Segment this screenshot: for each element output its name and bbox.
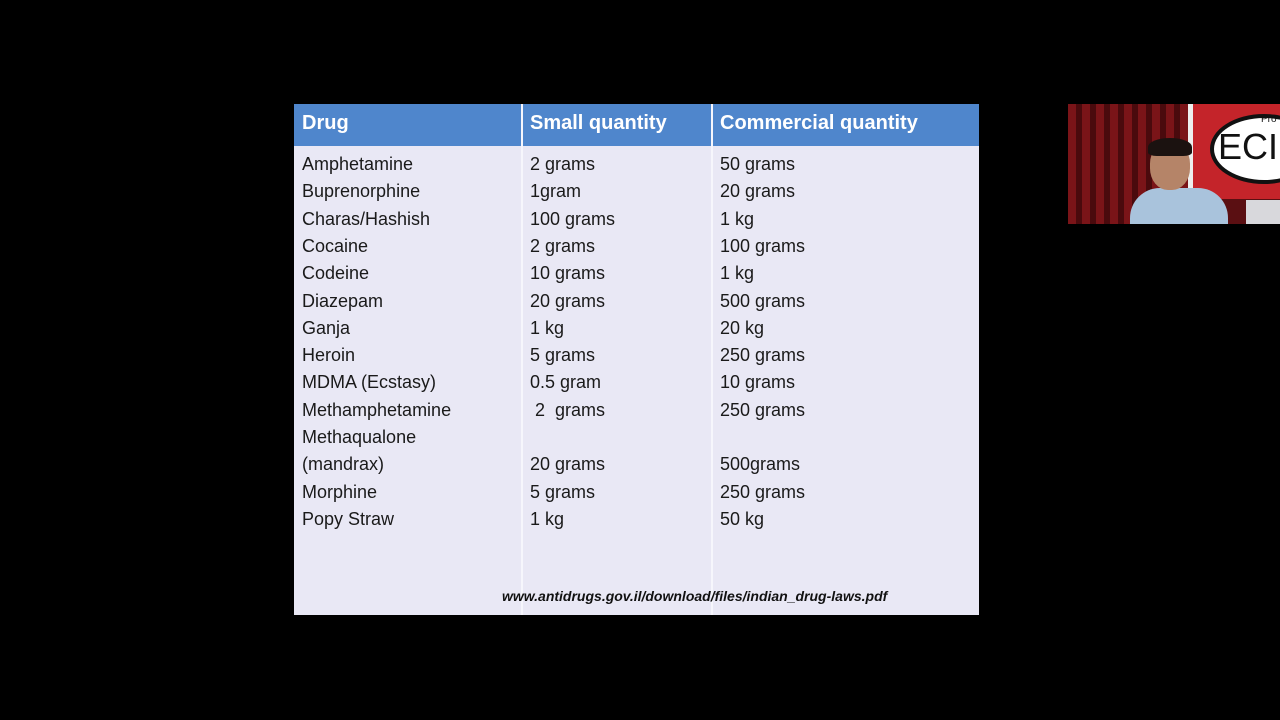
header-drug: Drug [302, 112, 349, 134]
drug-cell: (mandrax) [302, 454, 385, 475]
drug-cell: Codeine [302, 263, 370, 284]
small-quantity-cell: 2 grams [530, 235, 596, 256]
source-url: www.antidrugs.gov.il/download/files/indi… [502, 588, 888, 604]
table-row: Buprenorphine 1gram 20 grams [294, 181, 979, 208]
table-row: Codeine 10 grams 1 kg [294, 263, 979, 290]
small-quantity-cell: 100 grams [530, 208, 616, 229]
table-row: Popy Straw 1 kg 50 kg [294, 509, 979, 536]
logo-text: ECI [1218, 126, 1279, 167]
small-quantity-cell: 20 grams [530, 290, 606, 311]
presenter-body [1130, 188, 1228, 224]
drug-cell: Amphetamine [302, 154, 414, 174]
small-quantity-cell: 1gram [530, 181, 582, 202]
commercial-quantity-cell: 1 kg [720, 263, 755, 284]
commercial-quantity-cell: 500grams [720, 454, 801, 475]
drug-cell: Methaqualone [302, 427, 417, 447]
table-row: Methamphetamine 2 grams 250 grams [294, 400, 979, 427]
header-commercial-quantity: Commercial quantity [720, 112, 918, 134]
small-quantity-cell: 5 grams [530, 481, 596, 502]
column-divider [711, 104, 713, 615]
commercial-quantity-cell: 50 kg [720, 508, 765, 529]
small-quantity-cell: 5 grams [530, 345, 596, 366]
table-row: (mandrax) 20 grams 500grams [294, 454, 979, 481]
small-quantity-cell: 1 kg [530, 508, 565, 529]
presenter-hair [1148, 138, 1192, 156]
logo-small-text: Pro [1261, 114, 1277, 125]
drug-cell: Heroin [302, 345, 356, 366]
small-quantity-cell: 2 grams [530, 154, 596, 174]
laptop [1246, 200, 1280, 224]
table-row: MDMA (Ecstasy) 0.5 gram 10 grams [294, 372, 979, 399]
drug-cell: Charas/Hashish [302, 208, 431, 229]
table-row: Ganja 1 kg 20 kg [294, 318, 979, 345]
commercial-quantity-cell: 250 grams [720, 345, 806, 366]
small-quantity-cell: 1 kg [530, 317, 565, 338]
table-header: Drug Small quantity Commercial quantity [294, 104, 979, 146]
column-divider [521, 104, 523, 615]
table-row: Diazepam 20 grams 500 grams [294, 291, 979, 318]
header-small-quantity: Small quantity [530, 112, 667, 134]
commercial-quantity-cell: 250 grams [720, 481, 806, 502]
small-quantity-cell: 2 grams [530, 399, 606, 420]
commercial-quantity-cell: 1 kg [720, 208, 755, 229]
table-row: Morphine 5 grams 250 grams [294, 482, 979, 509]
drug-cell: MDMA (Ecstasy) [302, 372, 437, 393]
drug-cell: Morphine [302, 481, 378, 502]
commercial-quantity-cell: 500 grams [720, 290, 806, 311]
drug-cell: Diazepam [302, 290, 384, 311]
table-row: Cocaine 2 grams 100 grams [294, 236, 979, 263]
commercial-quantity-cell: 10 grams [720, 372, 796, 393]
slide: Drug Small quantity Commercial quantity … [294, 104, 979, 615]
commercial-quantity-cell: 250 grams [720, 399, 806, 420]
small-quantity-cell: 20 grams [530, 454, 606, 475]
drug-cell: Methamphetamine [302, 399, 452, 420]
table-row: Methaqualone [294, 427, 979, 454]
commercial-quantity-cell: 50 grams [720, 154, 796, 174]
webcam-overlay: ECI Pro [1068, 104, 1280, 224]
drug-cell: Popy Straw [302, 508, 395, 529]
drug-cell: Cocaine [302, 235, 369, 256]
commercial-quantity-cell: 100 grams [720, 235, 806, 256]
table-row: Amphetamine 2 grams 50 grams [294, 154, 979, 181]
table-row: Heroin 5 grams 250 grams [294, 345, 979, 372]
drug-cell: Ganja [302, 317, 351, 338]
table-row: Charas/Hashish 100 grams 1 kg [294, 209, 979, 236]
small-quantity-cell: 10 grams [530, 263, 606, 284]
small-quantity-cell: 0.5 gram [530, 372, 602, 393]
drug-cell: Buprenorphine [302, 181, 421, 202]
commercial-quantity-cell: 20 grams [720, 181, 796, 202]
commercial-quantity-cell: 20 kg [720, 317, 765, 338]
